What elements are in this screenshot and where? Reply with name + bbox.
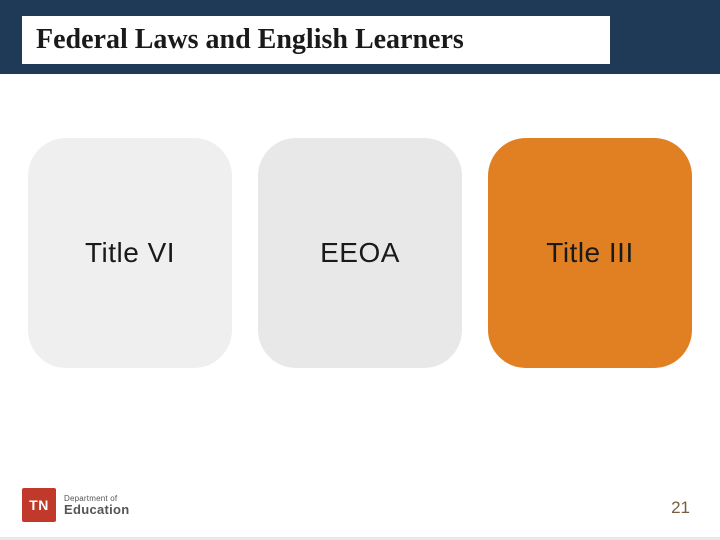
card-title-vi: Title VI <box>28 138 232 368</box>
card-label: EEOA <box>320 237 400 269</box>
logo-line-2: Education <box>64 503 130 516</box>
footer-logo: TN Department of Education <box>22 488 130 522</box>
slide-title: Federal Laws and English Learners <box>36 24 464 56</box>
card-label: Title III <box>546 237 633 269</box>
logo-text: Department of Education <box>64 495 130 516</box>
page-number: 21 <box>671 498 690 518</box>
cards-row: Title VI EEOA Title III <box>28 138 692 368</box>
card-label: Title VI <box>85 237 175 269</box>
card-eeoa: EEOA <box>258 138 462 368</box>
header-band: Federal Laws and English Learners <box>0 0 720 74</box>
title-container: Federal Laws and English Learners <box>22 16 610 64</box>
card-title-iii: Title III <box>488 138 692 368</box>
tn-badge-icon: TN <box>22 488 56 522</box>
